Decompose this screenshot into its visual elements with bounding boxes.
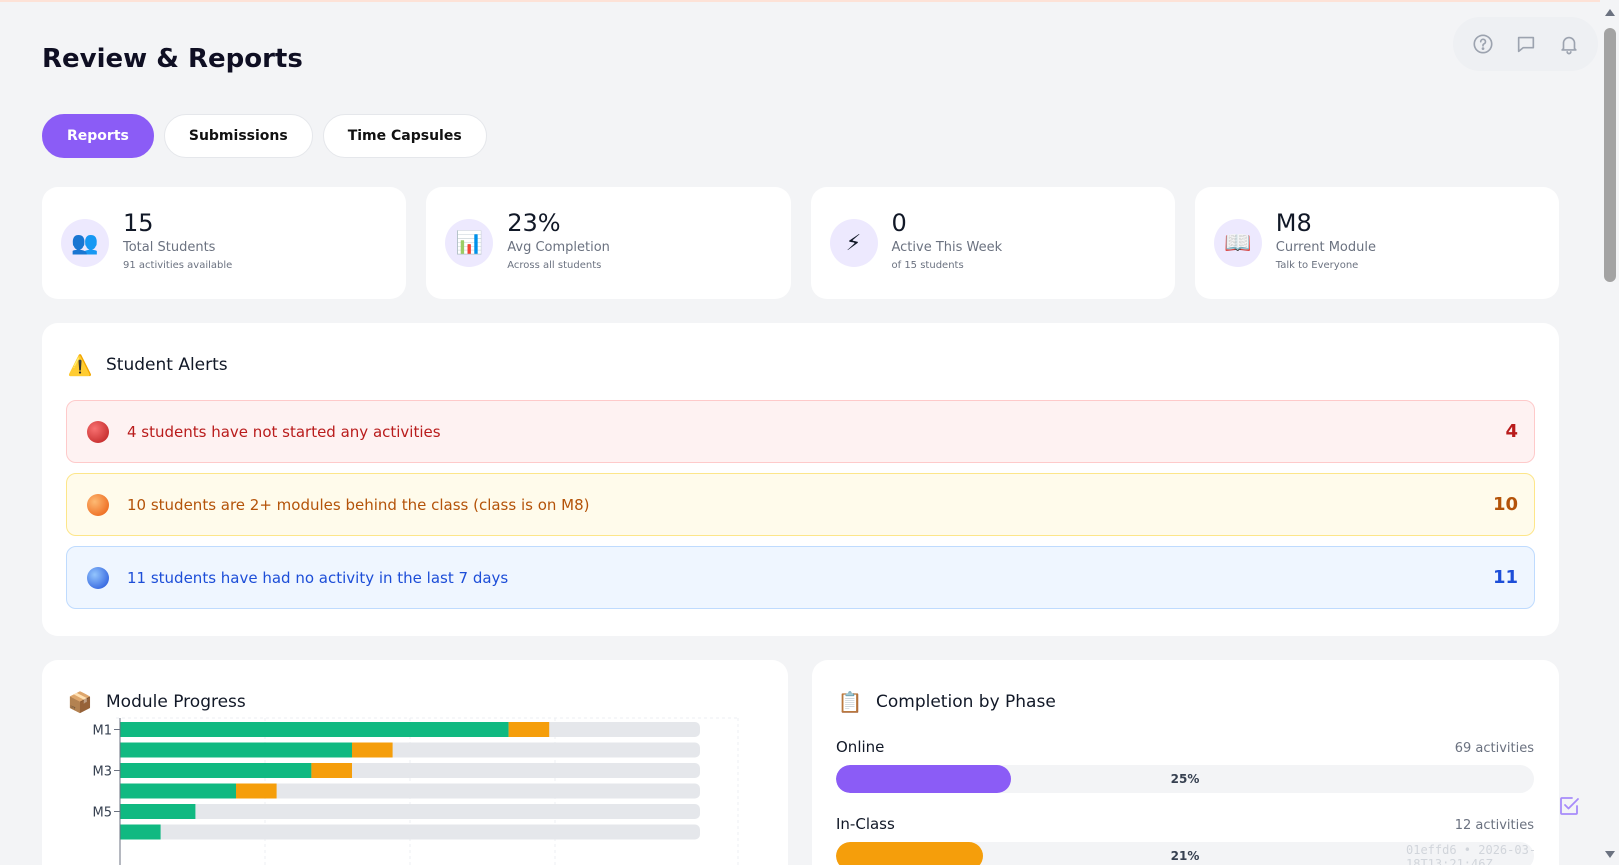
student-alerts-card: ⚠️ Student Alerts 4 students have not st… — [42, 323, 1559, 636]
package-icon: 📦 — [67, 690, 93, 714]
stat-card-active-this-week: ⚡ 0 Active This Week of 15 students — [810, 187, 1175, 299]
card-title: Completion by Phase — [876, 692, 1056, 712]
stat-value: 23% — [507, 208, 561, 237]
stat-label: Current Module — [1275, 239, 1376, 255]
stat-value: M8 — [1275, 208, 1312, 237]
stat-label: Active This Week — [891, 239, 1003, 255]
module-progress-chart: M1 M3 M5 — [93, 717, 739, 865]
stat-card-avg-completion: 📊 23% Avg Completion Across all students — [426, 187, 791, 299]
version-stamp: 01effd6 • 2026-03-18T13:21:46Z — [1406, 843, 1537, 865]
lightning-icon: ⚡ — [829, 219, 878, 267]
alert-count: 10 — [1492, 494, 1518, 515]
phase-activity-count: 12 activities — [1454, 818, 1534, 833]
completion-by-phase-card: 📋 Completion by Phase Online 69 activiti… — [812, 660, 1559, 865]
stat-label: Total Students — [123, 239, 216, 255]
stat-subtext: 91 activities available — [123, 259, 233, 271]
stat-subtext: Talk to Everyone — [1275, 259, 1359, 271]
y-tick-label: M3 — [93, 765, 113, 780]
alert-count: 11 — [1492, 567, 1518, 588]
bar-track — [120, 824, 700, 840]
bar-completed — [120, 824, 161, 840]
stat-subtext: Across all students — [507, 259, 602, 271]
alert-message: 4 students have not started any activiti… — [127, 422, 441, 441]
bar-completed — [120, 783, 236, 799]
orange-circle-icon — [87, 493, 109, 516]
tab-time-capsules[interactable]: Time Capsules — [322, 114, 487, 158]
bar-in-progress — [508, 722, 550, 737]
phase-row-online: Online 69 activities 25% — [836, 738, 1534, 793]
bar-completed — [120, 763, 312, 778]
phase-progress-track: 25% — [836, 765, 1534, 793]
alert-message: 11 students have had no activity in the … — [127, 568, 509, 587]
phase-name: In-Class — [836, 815, 895, 833]
tab-submissions[interactable]: Submissions — [163, 114, 313, 158]
bar-chart-icon: 📊 — [445, 219, 494, 267]
red-circle-icon — [87, 420, 109, 443]
bar-in-progress — [311, 763, 352, 778]
y-tick-label: M1 — [93, 724, 113, 739]
tab-reports[interactable]: Reports — [42, 114, 154, 158]
warning-icon: ⚠️ — [67, 353, 93, 377]
book-icon: 📖 — [1213, 219, 1262, 267]
phase-row-in-class: In-Class 12 activities 21% — [836, 815, 1534, 865]
phase-name: Online — [836, 738, 885, 756]
card-header: 📦 Module Progress — [66, 690, 246, 714]
scroll-up-arrow-icon[interactable] — [1605, 9, 1615, 16]
bell-icon[interactable] — [1555, 30, 1583, 58]
phase-percent: 21% — [1170, 849, 1200, 863]
stat-value: 0 — [891, 208, 907, 237]
y-tick-label: M5 — [93, 806, 113, 821]
blue-circle-icon — [87, 566, 109, 589]
scrollbar-thumb[interactable] — [1604, 28, 1616, 282]
alert-behind-class[interactable]: 10 students are 2+ modules behind the cl… — [66, 473, 1535, 536]
module-progress-card: 📦 Module Progress M1 M3 M5 — [42, 660, 788, 865]
stat-card-current-module: 📖 M8 Current Module Talk to Everyone — [1194, 187, 1559, 299]
stat-label: Avg Completion — [507, 239, 610, 255]
phase-progress-track: 21% — [836, 842, 1534, 865]
card-title: Student Alerts — [106, 355, 228, 375]
bar-completed — [120, 722, 509, 737]
top-icon-bar — [1453, 17, 1598, 71]
phase-percent: 25% — [1170, 772, 1200, 786]
help-circle-icon[interactable] — [1469, 30, 1497, 58]
bar-in-progress — [236, 783, 277, 799]
checkbox-task-icon[interactable] — [1557, 794, 1581, 818]
clipboard-icon: 📋 — [837, 690, 863, 714]
card-header: ⚠️ Student Alerts — [66, 353, 228, 377]
alert-count: 4 — [1505, 421, 1518, 442]
chat-icon[interactable] — [1512, 30, 1540, 58]
tab-bar: Reports Submissions Time Capsules — [42, 114, 487, 158]
stat-value: 15 — [123, 208, 154, 237]
alert-no-activity[interactable]: 11 students have had no activity in the … — [66, 546, 1535, 609]
top-accent-line — [0, 0, 1600, 2]
alert-not-started[interactable]: 4 students have not started any activiti… — [66, 400, 1535, 463]
phase-activity-count: 69 activities — [1454, 741, 1534, 756]
card-header: 📋 Completion by Phase — [836, 690, 1056, 714]
stat-card-total-students: 👥 15 Total Students 91 activities availa… — [42, 187, 407, 299]
bar-in-progress — [352, 742, 393, 758]
stat-subtext: of 15 students — [891, 259, 964, 271]
phase-progress-fill — [836, 765, 1011, 793]
students-icon: 👥 — [61, 219, 109, 267]
page-title: Review & Reports — [42, 44, 303, 74]
card-title: Module Progress — [106, 692, 246, 712]
vertical-scrollbar[interactable] — [1601, 0, 1619, 865]
alert-message: 10 students are 2+ modules behind the cl… — [127, 495, 590, 514]
stats-row: 👥 15 Total Students 91 activities availa… — [42, 187, 1559, 299]
scroll-down-arrow-icon[interactable] — [1605, 851, 1615, 858]
bar-completed — [120, 742, 352, 758]
bar-track — [120, 804, 700, 819]
bar-completed — [120, 804, 196, 819]
phase-progress-fill — [836, 842, 983, 865]
